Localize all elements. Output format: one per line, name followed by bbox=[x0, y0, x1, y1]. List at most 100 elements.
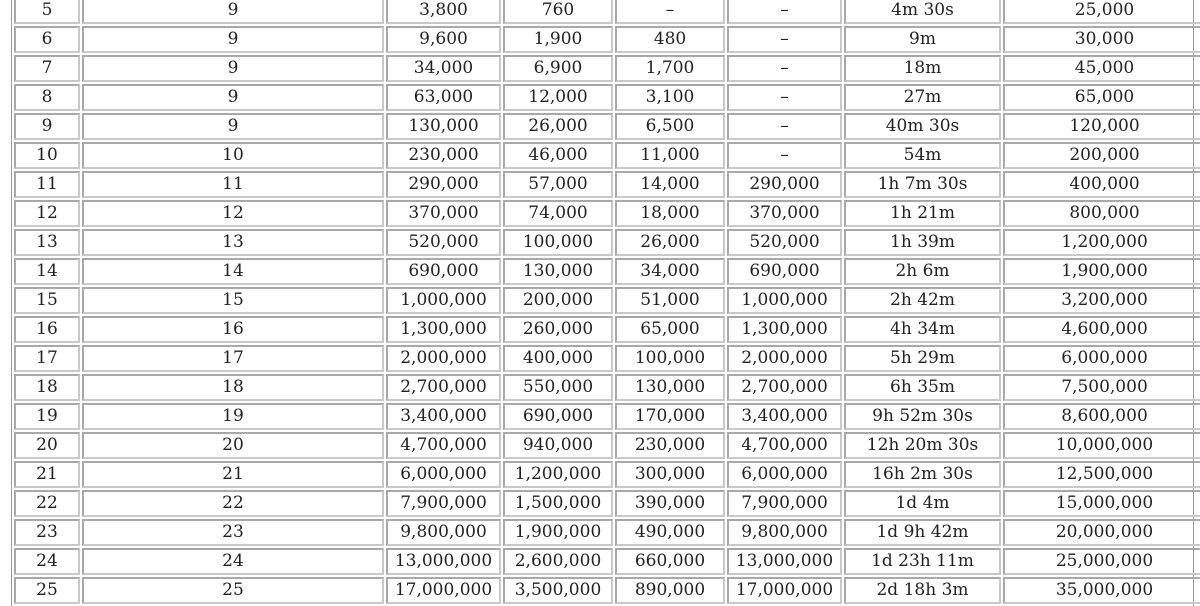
cell-col-6: 1,300,000 bbox=[727, 316, 842, 343]
cell-level: 15 bbox=[14, 287, 80, 314]
cell-col-5: 1,700 bbox=[615, 55, 725, 82]
table-row: 17 17 2,000,000 400,000 100,000 2,000,000 5h 2… bbox=[14, 345, 1200, 372]
table-row: 7 9 34,000 6,900 1,700–18m 45,000 bbox=[14, 55, 1200, 82]
cell-col-6: 370,000 bbox=[727, 200, 842, 227]
cell-time: 18m bbox=[844, 55, 1001, 82]
cell-time: 40m 30s bbox=[844, 113, 1001, 140]
cell-col-2: 21 bbox=[82, 461, 384, 488]
cell-col-3: 520,000 bbox=[386, 229, 501, 256]
table-row: 21 21 6,000,000 1,200,000 300,000 6,000,000 16… bbox=[14, 461, 1200, 488]
cell-col-3: 7,900,000 bbox=[386, 490, 501, 517]
cell-level: 17 bbox=[14, 345, 80, 372]
cell-col-2: 18 bbox=[82, 374, 384, 401]
level-cost-table: 5 9 3,800 760– –4m 30s 25,000 6 9 9,600 1,900 480–… bbox=[12, 0, 1200, 606]
cell-col-8: 45,000 bbox=[1003, 55, 1200, 82]
cell-col-8: 1,900,000 bbox=[1003, 258, 1200, 285]
cell-col-4: 400,000 bbox=[503, 345, 613, 372]
table-row: 5 9 3,800 760– –4m 30s 25,000 bbox=[14, 0, 1200, 24]
cell-time: 5h 29m bbox=[844, 345, 1001, 372]
cell-col-6: 520,000 bbox=[727, 229, 842, 256]
cell-col-3: 2,000,000 bbox=[386, 345, 501, 372]
cell-col-6: 7,900,000 bbox=[727, 490, 842, 517]
cell-time: 2h 6m bbox=[844, 258, 1001, 285]
cell-col-3: 1,300,000 bbox=[386, 316, 501, 343]
table-row: 23 23 9,800,000 1,900,000 490,000 9,800,000 1d… bbox=[14, 519, 1200, 546]
cell-col-4: 74,000 bbox=[503, 200, 613, 227]
cell-col-4: 6,900 bbox=[503, 55, 613, 82]
cell-level: 8 bbox=[14, 84, 80, 111]
cell-col-3: 3,400,000 bbox=[386, 403, 501, 430]
cell-col-2: 14 bbox=[82, 258, 384, 285]
table-row: 22 22 7,900,000 1,500,000 390,000 7,900,000 1d… bbox=[14, 490, 1200, 517]
cell-col-3: 63,000 bbox=[386, 84, 501, 111]
cell-col-8: 6,000,000 bbox=[1003, 345, 1200, 372]
cell-col-2: 9 bbox=[82, 0, 384, 24]
cell-col-3: 690,000 bbox=[386, 258, 501, 285]
cell-col-3: 34,000 bbox=[386, 55, 501, 82]
cell-col-5: 170,000 bbox=[615, 403, 725, 430]
table-row: 15 15 1,000,000 200,000 51,000 1,000,000 2h 42… bbox=[14, 287, 1200, 314]
cell-time: 27m bbox=[844, 84, 1001, 111]
table-row: 8 9 63,000 12,000 3,100–27m 65,000 bbox=[14, 84, 1200, 111]
cell-col-4: 760 bbox=[503, 0, 613, 24]
cell-col-2: 9 bbox=[82, 26, 384, 53]
cell-time: 4h 34m bbox=[844, 316, 1001, 343]
cell-col-2: 17 bbox=[82, 345, 384, 372]
cell-col-6: 4,700,000 bbox=[727, 432, 842, 459]
cell-col-6: 13,000,000 bbox=[727, 548, 842, 575]
cell-col-2: 9 bbox=[82, 84, 384, 111]
cell-col-8: 1,200,000 bbox=[1003, 229, 1200, 256]
table-row: 25 25 17,000,000 3,500,000 890,000 17,000,000… bbox=[14, 577, 1200, 604]
cell-time: 16h 2m 30s bbox=[844, 461, 1001, 488]
cell-col-5: 480 bbox=[615, 26, 725, 53]
cell-col-3: 9,600 bbox=[386, 26, 501, 53]
cell-col-8: 12,500,000 bbox=[1003, 461, 1200, 488]
cell-level: 16 bbox=[14, 316, 80, 343]
cell-col-4: 1,900,000 bbox=[503, 519, 613, 546]
cell-level: 18 bbox=[14, 374, 80, 401]
cell-col-6: – bbox=[727, 55, 842, 82]
cell-col-2: 11 bbox=[82, 171, 384, 198]
cell-col-3: 370,000 bbox=[386, 200, 501, 227]
cell-col-5: 11,000 bbox=[615, 142, 725, 169]
cell-col-4: 46,000 bbox=[503, 142, 613, 169]
cell-col-6: – bbox=[727, 26, 842, 53]
table-row: 19 19 3,400,000 690,000 170,000 3,400,000 9h 5… bbox=[14, 403, 1200, 430]
cell-col-6: 290,000 bbox=[727, 171, 842, 198]
cell-time: 2h 42m bbox=[844, 287, 1001, 314]
cell-col-5: 18,000 bbox=[615, 200, 725, 227]
cell-col-8: 20,000,000 bbox=[1003, 519, 1200, 546]
cell-time: 6h 35m bbox=[844, 374, 1001, 401]
cell-col-6: – bbox=[727, 84, 842, 111]
cell-col-4: 130,000 bbox=[503, 258, 613, 285]
cell-level: 21 bbox=[14, 461, 80, 488]
cell-col-5: 300,000 bbox=[615, 461, 725, 488]
cell-level: 20 bbox=[14, 432, 80, 459]
cell-time: 12h 20m 30s bbox=[844, 432, 1001, 459]
cell-col-6: 2,000,000 bbox=[727, 345, 842, 372]
table-row: 10 10 230,000 46,000 11,000–54m 200,000 bbox=[14, 142, 1200, 169]
cell-time: 4m 30s bbox=[844, 0, 1001, 24]
cell-col-2: 15 bbox=[82, 287, 384, 314]
cell-col-8: 200,000 bbox=[1003, 142, 1200, 169]
cell-level: 12 bbox=[14, 200, 80, 227]
cell-col-3: 290,000 bbox=[386, 171, 501, 198]
cell-time: 1h 21m bbox=[844, 200, 1001, 227]
cell-col-5: 51,000 bbox=[615, 287, 725, 314]
cell-level: 11 bbox=[14, 171, 80, 198]
cell-col-8: 10,000,000 bbox=[1003, 432, 1200, 459]
cell-col-4: 2,600,000 bbox=[503, 548, 613, 575]
cell-col-8: 3,200,000 bbox=[1003, 287, 1200, 314]
cell-level: 22 bbox=[14, 490, 80, 517]
cell-col-6: 1,000,000 bbox=[727, 287, 842, 314]
cell-time: 9m bbox=[844, 26, 1001, 53]
cell-col-5: 3,100 bbox=[615, 84, 725, 111]
cell-time: 1d 23h 11m bbox=[844, 548, 1001, 575]
cell-col-2: 20 bbox=[82, 432, 384, 459]
cell-col-8: 400,000 bbox=[1003, 171, 1200, 198]
cell-col-8: 8,600,000 bbox=[1003, 403, 1200, 430]
table-row: 18 18 2,700,000 550,000 130,000 2,700,000 6h 3… bbox=[14, 374, 1200, 401]
table-row: 11 11 290,000 57,000 14,000 290,000 1h 7m 30s 4… bbox=[14, 171, 1200, 198]
cell-col-5: – bbox=[615, 0, 725, 24]
table-row: 24 24 13,000,000 2,600,000 660,000 13,000,000… bbox=[14, 548, 1200, 575]
